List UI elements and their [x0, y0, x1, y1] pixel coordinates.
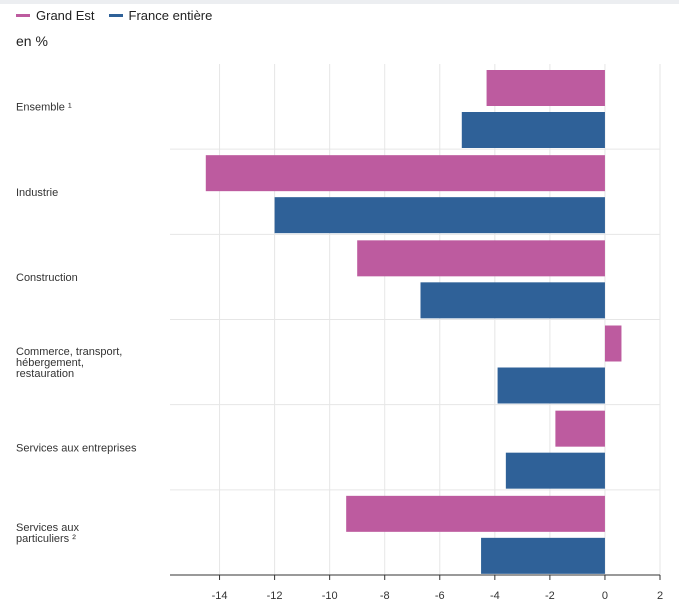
- bar-grand-est[interactable]: [357, 240, 605, 277]
- unit-label: en %: [16, 33, 48, 49]
- legend-item-france-entiere[interactable]: France entière: [108, 8, 213, 23]
- bar-france-entiere[interactable]: [461, 112, 605, 148]
- x-tick-label: 0: [602, 590, 608, 602]
- bar-france-entiere[interactable]: [274, 197, 605, 234]
- bar-grand-est[interactable]: [346, 495, 605, 532]
- x-tick-label: -12: [267, 590, 283, 602]
- x-tick-label: -8: [380, 590, 390, 602]
- x-tick-label: -2: [545, 590, 555, 602]
- category-label: Industrie: [16, 187, 58, 199]
- legend-swatch-grand-est: [16, 14, 30, 17]
- category-label: Services aux: [16, 522, 79, 534]
- bar-france-entiere[interactable]: [505, 452, 605, 489]
- category-label: restauration: [16, 368, 74, 380]
- bar-grand-est[interactable]: [555, 410, 605, 447]
- bar-france-entiere[interactable]: [481, 537, 605, 574]
- top-bar: [0, 0, 679, 4]
- bar-grand-est[interactable]: [205, 155, 605, 192]
- category-label: Commerce, transport,: [16, 346, 122, 358]
- x-tick-label: -6: [435, 590, 445, 602]
- bar-france-entiere[interactable]: [497, 367, 605, 404]
- legend-swatch-france-entiere: [108, 14, 123, 17]
- legend-label-grand-est: Grand Est: [36, 8, 95, 23]
- category-label: hébergement,: [16, 357, 84, 369]
- legend-label-france-entiere: France entière: [128, 8, 213, 23]
- category-label: Services aux entreprises: [16, 442, 137, 454]
- bar-grand-est[interactable]: [486, 70, 605, 106]
- category-label: Construction: [16, 272, 78, 284]
- legend-item-grand-est[interactable]: Grand Est: [16, 8, 95, 23]
- x-tick-label: -4: [490, 590, 500, 602]
- x-tick-label: 2: [657, 590, 663, 602]
- x-tick-label: -14: [212, 590, 228, 602]
- legend: Grand Est France entière: [16, 8, 226, 23]
- category-label: particuliers ²: [16, 533, 76, 545]
- bar-grand-est[interactable]: [604, 325, 622, 362]
- category-label: Ensemble ¹: [16, 102, 72, 114]
- x-tick-label: -10: [322, 590, 338, 602]
- bar-france-entiere[interactable]: [420, 282, 605, 319]
